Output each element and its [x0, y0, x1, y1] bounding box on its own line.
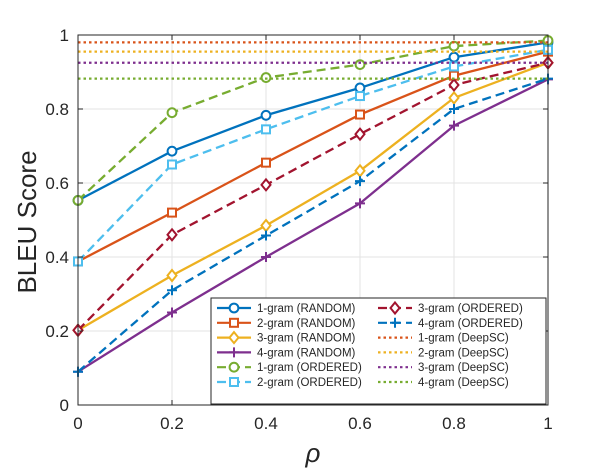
x-tick-label: 0.4: [254, 414, 278, 433]
tick-layer: 0 0.2 0.4 0.6 0.8 1 0 0.2 0.4 0.6 0.8 1: [45, 26, 552, 433]
legend-marker: [229, 377, 239, 387]
x-tick-label: 0.2: [160, 414, 184, 433]
data-point: [355, 109, 365, 120]
legend-marker: [228, 330, 240, 345]
data-point: [166, 227, 178, 242]
y-tick-label: 0.6: [45, 174, 69, 193]
legend-item: 1-gram (ORDERED): [217, 361, 362, 374]
data-point: [355, 198, 365, 209]
data-point: [354, 127, 366, 142]
data-point: [448, 77, 460, 93]
data-point: [166, 107, 178, 119]
legend: 1-gram (RANDOM) 2-gram (RANDOM) 3-gram (RA…: [210, 297, 547, 405]
data-point: [260, 109, 272, 121]
data-point: [166, 268, 178, 283]
legend-label: 2-gram (DeepSC): [418, 347, 509, 359]
series-line: [77, 77, 549, 373]
legend-label: 2-gram (RANDOM): [257, 318, 356, 330]
data-point: [261, 157, 271, 168]
data-point: [167, 159, 177, 170]
legend-marker: [229, 347, 239, 358]
legend-marker: [229, 317, 239, 328]
legend-item: 4-gram (RANDOM): [217, 347, 356, 359]
legend-marker: [228, 361, 240, 373]
data-point: [354, 59, 366, 70]
x-tick-label: 0.8: [442, 414, 466, 433]
y-tick-label: 0.4: [45, 248, 69, 267]
legend-label: 2-gram (ORDERED): [257, 377, 362, 389]
x-tick-label: 1: [543, 414, 552, 433]
data-point: [449, 104, 459, 114]
series-layer: [72, 35, 554, 377]
data-point: [260, 177, 272, 192]
series-line: [77, 39, 549, 202]
legend-item: 3-gram (DeepSC): [378, 362, 509, 374]
legend-item: 4-gram (ORDERED): [378, 318, 523, 330]
legend-marker: [390, 317, 400, 328]
legend-marker: [228, 302, 240, 314]
legend-marker: [389, 300, 401, 316]
data-point: [167, 285, 177, 296]
legend-label: 4-gram (ORDERED): [418, 318, 523, 330]
legend-item: 1-gram (RANDOM): [217, 302, 356, 315]
x-tick-label: 0.6: [348, 414, 372, 433]
y-tick-label: 1: [60, 26, 69, 45]
y-axis-title: BLEU Score: [12, 150, 42, 293]
data-point: [448, 51, 460, 63]
y-tick-label: 0.2: [45, 322, 69, 341]
legend-label: 1-gram (ORDERED): [257, 362, 362, 374]
data-point: [448, 90, 460, 105]
legend-item: 2-gram (ORDERED): [217, 377, 362, 389]
data-point: [167, 207, 177, 218]
data-point: [449, 120, 459, 131]
legend-label: 3-gram (DeepSC): [418, 362, 509, 374]
legend-item: 3-gram (RANDOM): [217, 330, 356, 345]
x-axis-title: ρ: [305, 438, 321, 468]
x-tick-label: 0: [73, 414, 82, 433]
legend-label: 4-gram (RANDOM): [257, 347, 356, 359]
series-line: [77, 50, 549, 263]
legend-label: 1-gram (DeepSC): [418, 333, 509, 345]
series-line: [77, 41, 549, 202]
legend-label: 3-gram (RANDOM): [257, 333, 356, 345]
legend-label: 4-gram (DeepSC): [418, 377, 509, 389]
data-point: [261, 230, 271, 241]
data-point: [167, 307, 177, 318]
series-line: [77, 78, 549, 373]
legend-item: 4-gram (DeepSC): [378, 377, 509, 389]
legend-item: 2-gram (RANDOM): [217, 317, 356, 330]
legend-item: 3-gram (ORDERED): [378, 300, 523, 316]
legend-label: 1-gram (RANDOM): [257, 303, 356, 315]
series-line: [77, 61, 549, 332]
data-point: [354, 82, 366, 94]
data-point: [355, 91, 365, 102]
legend-box: [210, 297, 547, 405]
legend-label: 3-gram (ORDERED): [418, 303, 523, 315]
data-point: [261, 252, 271, 262]
data-point: [261, 124, 271, 135]
y-tick-label: 0.8: [45, 100, 69, 119]
data-point: [355, 176, 365, 187]
y-tick-label: 0: [60, 396, 69, 415]
series-line: [77, 61, 549, 332]
data-point: [166, 145, 178, 157]
legend-item: 1-gram (DeepSC): [378, 333, 509, 345]
plot-frame: [77, 34, 549, 406]
legend-item: 2-gram (DeepSC): [378, 347, 509, 359]
